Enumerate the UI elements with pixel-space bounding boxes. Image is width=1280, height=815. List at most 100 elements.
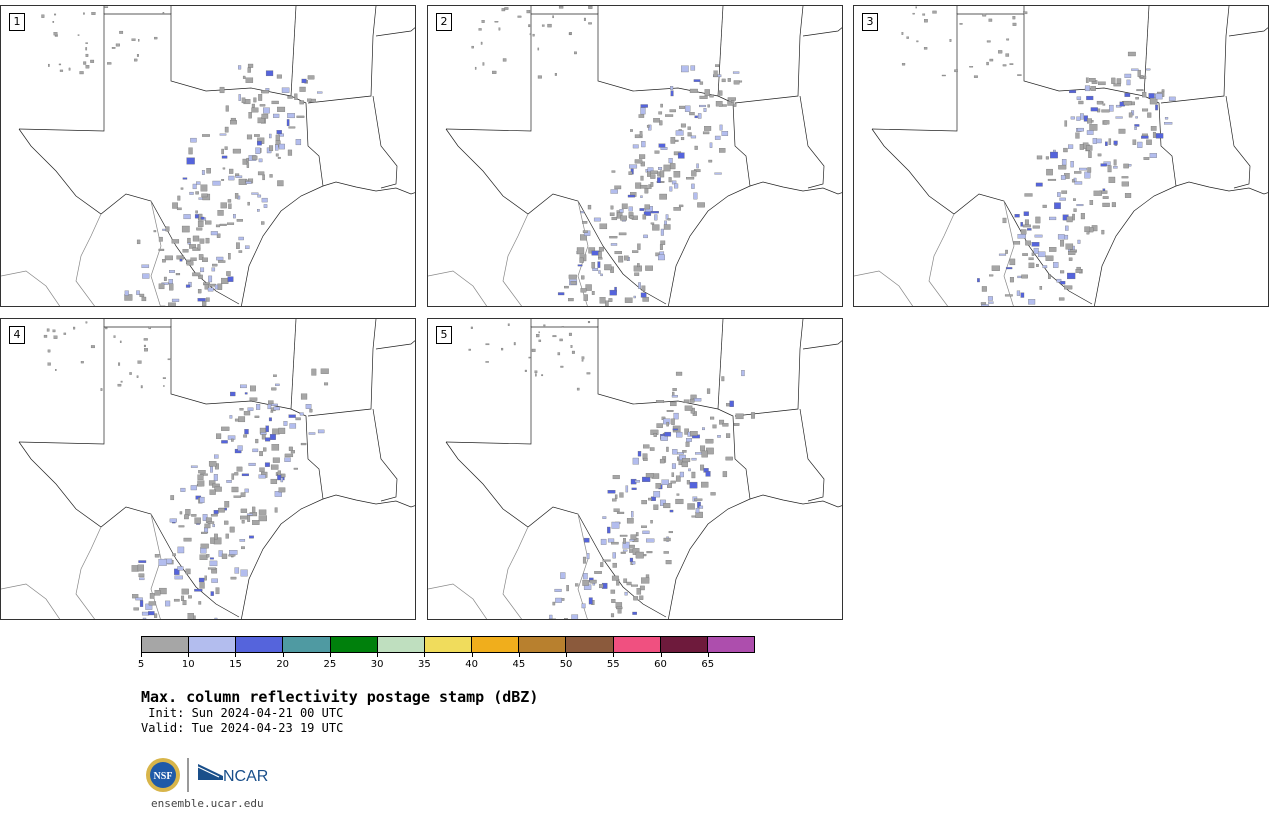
echo-cell: [641, 285, 646, 291]
map-border-1: [18, 128, 240, 305]
echo-cell: [202, 134, 210, 137]
echo-cell: [639, 154, 646, 159]
echo-cell: [537, 75, 542, 79]
website-link[interactable]: ensemble.ucar.edu: [151, 797, 264, 810]
echo-cell: [238, 236, 244, 241]
echo-cell: [1037, 251, 1046, 258]
echo-cell: [684, 105, 691, 112]
echo-cell: [986, 61, 989, 66]
echo-cell: [212, 524, 215, 528]
echo-cell: [1079, 167, 1088, 171]
echo-cell: [579, 257, 584, 263]
echo-cell: [1146, 68, 1151, 71]
echo-cell: [233, 214, 236, 219]
echo-cell: [611, 521, 620, 529]
echo-cell: [1068, 144, 1074, 149]
colorbar-tick-8: [518, 653, 520, 657]
echo-cell: [1054, 202, 1061, 210]
echo-cell: [1135, 97, 1139, 100]
echo-cell: [167, 358, 172, 361]
echo-cell: [1142, 91, 1147, 98]
echo-cell: [1057, 192, 1061, 197]
echo-cell: [636, 588, 642, 595]
echo-cell: [686, 177, 695, 180]
echo-cell: [969, 66, 974, 68]
echo-cell: [200, 267, 205, 273]
echo-cell: [200, 547, 207, 554]
echo-cell: [580, 288, 587, 293]
echo-cell: [644, 188, 649, 194]
colorbar-tick-label-10: 55: [606, 659, 620, 670]
echo-cell: [244, 392, 248, 395]
echo-cell: [552, 601, 556, 606]
echo-cell: [1111, 77, 1116, 84]
colorbar-tick-label-3: 20: [276, 659, 290, 670]
echo-cell: [139, 293, 145, 297]
echo-cell: [1155, 133, 1164, 139]
echo-cell: [91, 12, 96, 15]
echo-cell: [213, 474, 218, 481]
echo-cell: [481, 20, 485, 23]
echo-cell: [986, 40, 991, 43]
echo-cell: [138, 573, 145, 578]
echo-cell: [616, 511, 625, 514]
echo-cell: [581, 603, 586, 609]
echo-cell: [55, 369, 57, 371]
echo-cell: [244, 488, 249, 493]
echo-cell: [1061, 159, 1067, 166]
echo-cell: [293, 467, 298, 470]
echo-cell: [605, 300, 609, 306]
echo-cell: [641, 500, 647, 505]
echo-cell: [210, 231, 218, 236]
echo-cell: [600, 538, 607, 545]
echo-cell: [1132, 139, 1137, 145]
echo-cell: [307, 75, 315, 80]
echo-cell: [141, 296, 147, 302]
echo-cell: [643, 457, 648, 461]
echo-cell: [170, 495, 175, 501]
echo-cell: [73, 326, 76, 330]
echo-cell: [277, 156, 281, 159]
echo-cell: [1061, 190, 1068, 194]
echo-cell: [1124, 73, 1132, 78]
echo-cell: [196, 181, 201, 185]
echo-cell: [247, 67, 251, 73]
colorbar-tick-0: [141, 653, 142, 657]
colorbar-tick-7: [471, 653, 473, 657]
echo-cell: [717, 435, 721, 438]
echo-cell: [640, 161, 645, 167]
echo-cell: [270, 464, 279, 470]
echo-cell: [699, 81, 704, 85]
page-title: Max. column reflectivity postage stamp (…: [141, 688, 539, 706]
echo-cell: [702, 427, 705, 431]
echo-cell: [689, 481, 698, 489]
echo-cell: [1050, 151, 1058, 159]
colorbar-swatch-10: [613, 637, 661, 652]
echo-cell: [576, 247, 585, 255]
echo-cell: [532, 33, 535, 37]
echo-cell: [653, 118, 660, 123]
echo-cell: [1086, 145, 1093, 151]
echo-cell: [989, 58, 994, 62]
echo-cell: [624, 591, 628, 596]
echo-cell: [90, 59, 95, 63]
echo-cell: [136, 375, 139, 378]
echo-cell: [582, 221, 588, 224]
echo-cell: [138, 39, 140, 42]
echo-cell: [640, 292, 647, 298]
echo-cell: [1093, 190, 1102, 196]
ensemble-panel-3: 3: [853, 5, 1269, 307]
echo-cell: [710, 416, 715, 420]
echo-cell: [264, 462, 270, 467]
echo-cell: [687, 126, 691, 130]
colorbar: [141, 636, 755, 653]
echo-cell: [631, 487, 637, 490]
echo-cell: [1127, 51, 1136, 57]
echo-cell: [179, 258, 183, 262]
echo-cell: [482, 62, 485, 66]
echo-cell: [187, 237, 191, 244]
echo-cell: [1101, 229, 1105, 235]
colorbar-tick-label-11: 60: [654, 659, 667, 670]
map-border-1: [445, 441, 667, 618]
echo-cell: [188, 147, 193, 155]
